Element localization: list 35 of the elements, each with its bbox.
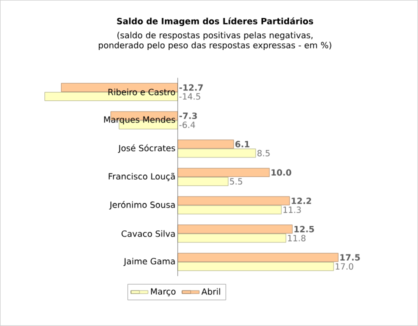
bar [178, 253, 338, 262]
y-tick-label: Cavaco Silva [122, 230, 175, 237]
y-tick-label: Jaime Gama [123, 258, 175, 266]
data-label: 8.5 [257, 150, 270, 156]
y-tick-label: Marques Mendes [104, 116, 176, 124]
legend-label: Março [151, 288, 176, 296]
bar [178, 205, 282, 214]
chart-title: Saldo de Imagem dos Líderes Partidários [117, 17, 314, 26]
bar [178, 262, 334, 271]
bar [178, 196, 290, 206]
data-label: 12.2 [292, 198, 312, 204]
chart-subtitle: (saldo de respostas positivas pelas negativas, ponderado pelo peso das respostas expressas - em %) [98, 32, 332, 50]
data-label: 11.3 [283, 206, 301, 214]
legend-label: Abril [201, 288, 220, 295]
data-label: 17.5 [340, 254, 360, 261]
bar [178, 177, 228, 186]
data-label: 17.0 [336, 263, 354, 270]
data-label: 10.0 [272, 169, 292, 176]
y-tick-label: José Sócrates [118, 144, 176, 153]
data-label: 11.8 [288, 234, 306, 242]
data-label: 6.1 [235, 140, 250, 148]
data-label: -14.5 [179, 93, 200, 100]
data-label: -7.3 [179, 112, 197, 120]
data-label: 5.5 [230, 178, 242, 185]
data-label: -12.7 [179, 84, 203, 91]
y-tick-label: Ribeiro e Castro [108, 88, 176, 96]
bar [178, 168, 270, 177]
y-tick-label: Jerónimo Sousa [109, 201, 175, 210]
y-tick-label: Francisco Louçã [108, 172, 175, 182]
bar [178, 148, 256, 158]
bar [178, 224, 293, 234]
data-label: 12.5 [294, 226, 314, 232]
bar [178, 140, 234, 149]
data-label: -6.4 [179, 122, 196, 128]
bar [178, 234, 286, 243]
